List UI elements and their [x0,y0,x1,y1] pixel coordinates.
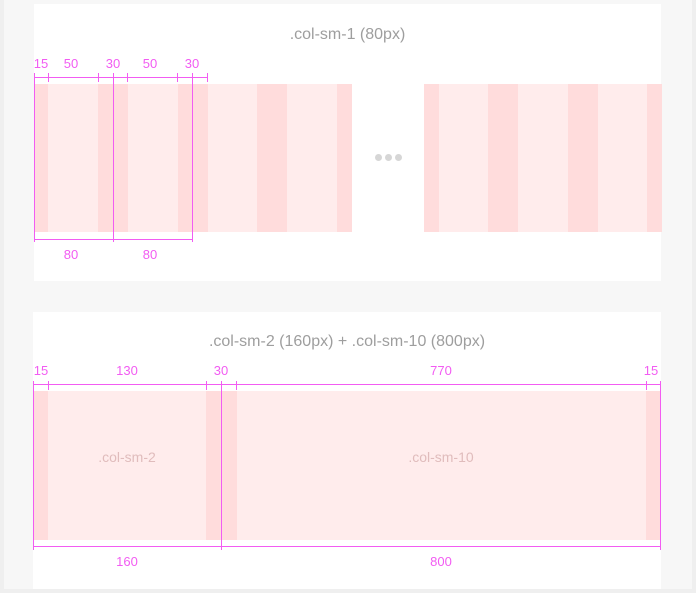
tick [127,73,128,82]
column [128,84,178,232]
gutter [647,84,662,232]
measure-label: 800 [430,554,452,569]
measure-label: 15 [643,363,659,378]
gutter [33,391,48,540]
tick [48,381,49,390]
gutter [337,84,352,232]
column-col-sm-2 [48,391,206,540]
tick [646,381,647,390]
gutter [568,84,598,232]
tick [48,73,49,82]
column-boundary-line [34,73,35,242]
measure-label: 50 [142,56,158,71]
measure-label: 80 [142,247,158,262]
panel-title: .col-sm-2 (160px) + .col-sm-10 (800px) [208,333,486,350]
measure-label: 30 [105,56,121,71]
gutter [646,391,660,540]
column-boundary-line [33,381,34,550]
column-boundary-line [113,73,114,242]
gutter [257,84,287,232]
gutter [178,84,208,232]
column-label: .col-sm-10 [408,449,474,465]
column-boundary-line [660,381,661,550]
measure-line [34,239,192,240]
tick [177,73,178,82]
column-col-sm-10 [237,391,646,540]
gutter [34,84,48,232]
column-boundary-line [192,73,193,242]
tick [236,381,237,390]
dot [375,154,382,161]
dot [395,154,402,161]
column [518,84,568,232]
gutter [488,84,518,232]
column-label: .col-sm-2 [98,449,156,465]
gutter [424,84,439,232]
column [287,84,337,232]
column [48,84,98,232]
measure-line [33,384,660,385]
column [208,84,257,232]
measure-label: 15 [33,363,49,378]
measure-label: 50 [63,56,79,71]
measure-line [34,77,208,78]
measure-line [33,546,660,547]
dot [385,154,392,161]
measure-label: 130 [116,363,138,378]
tick [206,381,207,390]
column [598,84,647,232]
measure-label: 160 [116,554,138,569]
column [439,84,488,232]
tick [207,73,208,82]
measure-label: 30 [213,363,229,378]
column-boundary-line [221,381,222,550]
measure-label: 15 [33,56,49,71]
measure-label: 770 [430,363,452,378]
measure-label: 80 [63,247,79,262]
tick [98,73,99,82]
panel-title: .col-sm-1 (80px) [289,26,406,43]
measure-label: 30 [184,56,200,71]
